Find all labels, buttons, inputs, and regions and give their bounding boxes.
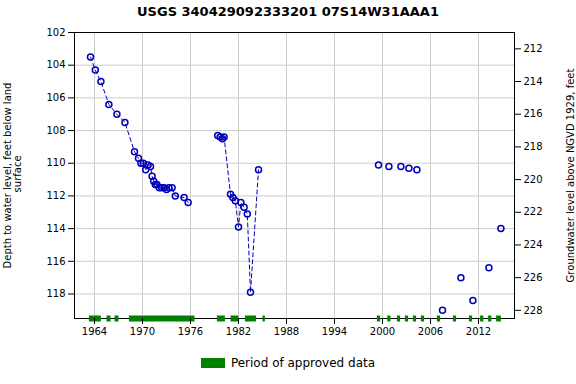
svg-text:1970: 1970	[130, 326, 155, 337]
svg-text:2012: 2012	[466, 326, 491, 337]
svg-text:112: 112	[46, 190, 65, 201]
svg-text:1976: 1976	[178, 326, 203, 337]
svg-text:Groundwater level above NGVD 1: Groundwater level above NGVD 1929, feet	[565, 69, 576, 283]
svg-text:108: 108	[46, 125, 65, 136]
svg-text:218: 218	[524, 141, 543, 152]
svg-text:Depth to water level, feet bel: Depth to water level, feet below land su…	[2, 83, 23, 269]
svg-text:1994: 1994	[322, 326, 347, 337]
svg-text:118: 118	[46, 288, 65, 299]
svg-text:228: 228	[524, 305, 543, 316]
svg-text:114: 114	[46, 223, 65, 234]
svg-text:216: 216	[524, 108, 543, 119]
html-text:USGS 340429092333201 07S14W31A: USGS 340429092333201 07S14W31AAA1	[137, 4, 439, 19]
svg-text:102: 102	[46, 27, 65, 38]
svg-text:1982: 1982	[226, 326, 251, 337]
svg-text:226: 226	[524, 272, 543, 283]
svg-text:116: 116	[46, 256, 65, 267]
svg-text:106: 106	[46, 92, 65, 103]
svg-text:1988: 1988	[274, 326, 299, 337]
svg-text:2006: 2006	[418, 326, 443, 337]
svg-text:222: 222	[524, 206, 543, 217]
svg-text:110: 110	[46, 157, 65, 168]
svg-text:2000: 2000	[370, 326, 395, 337]
svg-text:214: 214	[524, 76, 543, 87]
svg-text:104: 104	[46, 59, 65, 70]
html-text:Period of approved data: Period of approved data	[230, 356, 376, 370]
svg-text:220: 220	[524, 174, 543, 185]
svg-text:212: 212	[524, 43, 543, 54]
svg-text:224: 224	[524, 239, 543, 250]
svg-text:1964: 1964	[82, 326, 107, 337]
